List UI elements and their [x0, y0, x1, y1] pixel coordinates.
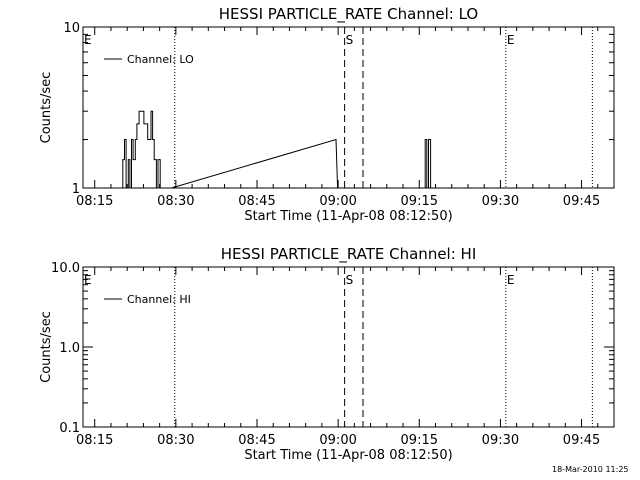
- y-tick-label-hi: 1.0: [59, 341, 80, 356]
- x-tick-label-hi: 08:15: [76, 433, 113, 448]
- x-tick-label-lo: 09:30: [482, 194, 519, 209]
- y-axis-label-lo: Counts/sec: [39, 72, 54, 144]
- plot-frame-hi: [82, 266, 615, 428]
- y-tick-label-hi: 0.1: [59, 421, 80, 436]
- x-tick-label-hi: 08:45: [238, 433, 275, 448]
- legend-label-hi: Channel: HI: [127, 293, 191, 306]
- event-marker-label-hi: E: [84, 273, 92, 287]
- x-tick-label-hi: 08:30: [157, 433, 194, 448]
- chart-title-hi: HESSI PARTICLE_RATE Channel: HI: [221, 245, 477, 264]
- panel-lo: [82, 26, 615, 189]
- event-marker-label-lo: E: [84, 33, 92, 47]
- y-axis-label-hi: Counts/sec: [39, 311, 54, 383]
- x-tick-label-lo: 09:45: [563, 194, 600, 209]
- x-tick-label-hi: 09:30: [482, 433, 519, 448]
- y-tick-label-lo: 1: [72, 182, 80, 197]
- event-marker-label-lo: S: [346, 33, 354, 47]
- event-marker-label-lo: E: [507, 33, 515, 47]
- legend-label-lo: Channel: LO: [127, 53, 194, 66]
- plot-frame-lo: [82, 26, 615, 189]
- chart-title-lo: HESSI PARTICLE_RATE Channel: LO: [219, 5, 478, 24]
- x-tick-label-lo: 08:45: [238, 194, 275, 209]
- x-tick-label-hi: 09:00: [319, 433, 356, 448]
- footer-timestamp: 18-Mar-2010 11:25: [552, 465, 629, 474]
- x-axis-label-hi: Start Time (11-Apr-08 08:12:50): [244, 448, 452, 463]
- series-line-lo: [96, 110, 614, 189]
- x-tick-label-lo: 09:00: [319, 194, 356, 209]
- y-tick-label-hi: 10.0: [51, 261, 80, 276]
- event-marker-label-hi: S: [346, 273, 354, 287]
- x-tick-label-lo: 08:15: [76, 194, 113, 209]
- x-axis-label-lo: Start Time (11-Apr-08 08:12:50): [244, 209, 452, 224]
- x-tick-label-hi: 09:45: [563, 433, 600, 448]
- panel-hi: [82, 266, 615, 428]
- y-tick-label-lo: 10: [63, 21, 80, 36]
- x-tick-label-lo: 09:15: [401, 194, 438, 209]
- x-tick-label-hi: 09:15: [401, 433, 438, 448]
- x-tick-label-lo: 08:30: [157, 194, 194, 209]
- event-marker-label-hi: E: [507, 273, 515, 287]
